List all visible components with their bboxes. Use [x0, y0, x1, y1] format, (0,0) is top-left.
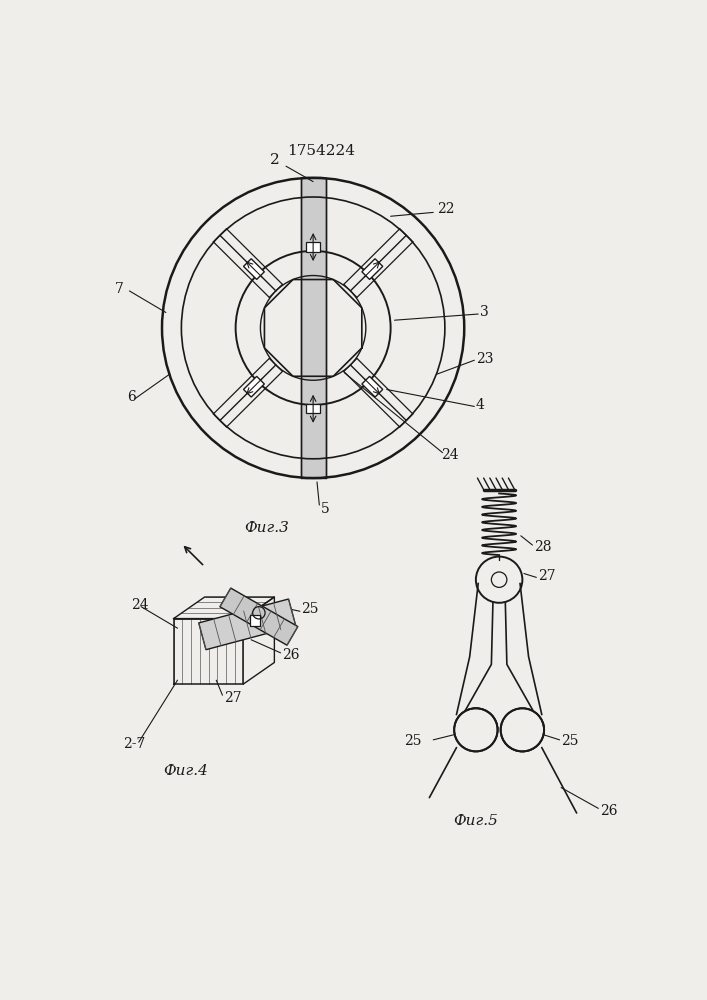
Text: 22: 22 [437, 202, 455, 216]
Text: 28: 28 [534, 540, 551, 554]
Text: 24: 24 [441, 448, 459, 462]
Text: 2: 2 [269, 153, 279, 167]
Text: Фиг.3: Фиг.3 [244, 521, 289, 535]
Text: Фиг.4: Фиг.4 [163, 764, 208, 778]
Text: 3: 3 [480, 306, 489, 320]
Text: 4: 4 [476, 398, 485, 412]
Text: 6: 6 [127, 390, 135, 404]
Polygon shape [362, 259, 382, 279]
Polygon shape [243, 376, 264, 397]
Text: 5: 5 [321, 502, 329, 516]
Text: 7: 7 [115, 282, 124, 296]
Text: 27: 27 [224, 690, 242, 704]
Text: 1754224: 1754224 [287, 144, 355, 158]
Text: 25: 25 [301, 602, 319, 616]
Text: 23: 23 [476, 352, 493, 366]
Text: Фиг.5: Фиг.5 [453, 814, 498, 828]
Text: 24: 24 [131, 598, 148, 612]
Circle shape [501, 708, 544, 751]
Circle shape [454, 708, 498, 751]
Bar [300, 178, 325, 478]
Polygon shape [220, 588, 298, 645]
Bar [306, 242, 320, 252]
Text: 26: 26 [282, 648, 300, 662]
Text: 25: 25 [561, 734, 578, 748]
Text: 27: 27 [538, 569, 556, 583]
Text: 26: 26 [600, 804, 617, 818]
Text: 2-7: 2-7 [123, 737, 146, 751]
Polygon shape [243, 259, 264, 279]
Polygon shape [199, 599, 296, 650]
Bar [250, 615, 260, 626]
Text: 25: 25 [404, 734, 421, 748]
Bar [306, 404, 320, 413]
Polygon shape [362, 376, 382, 397]
